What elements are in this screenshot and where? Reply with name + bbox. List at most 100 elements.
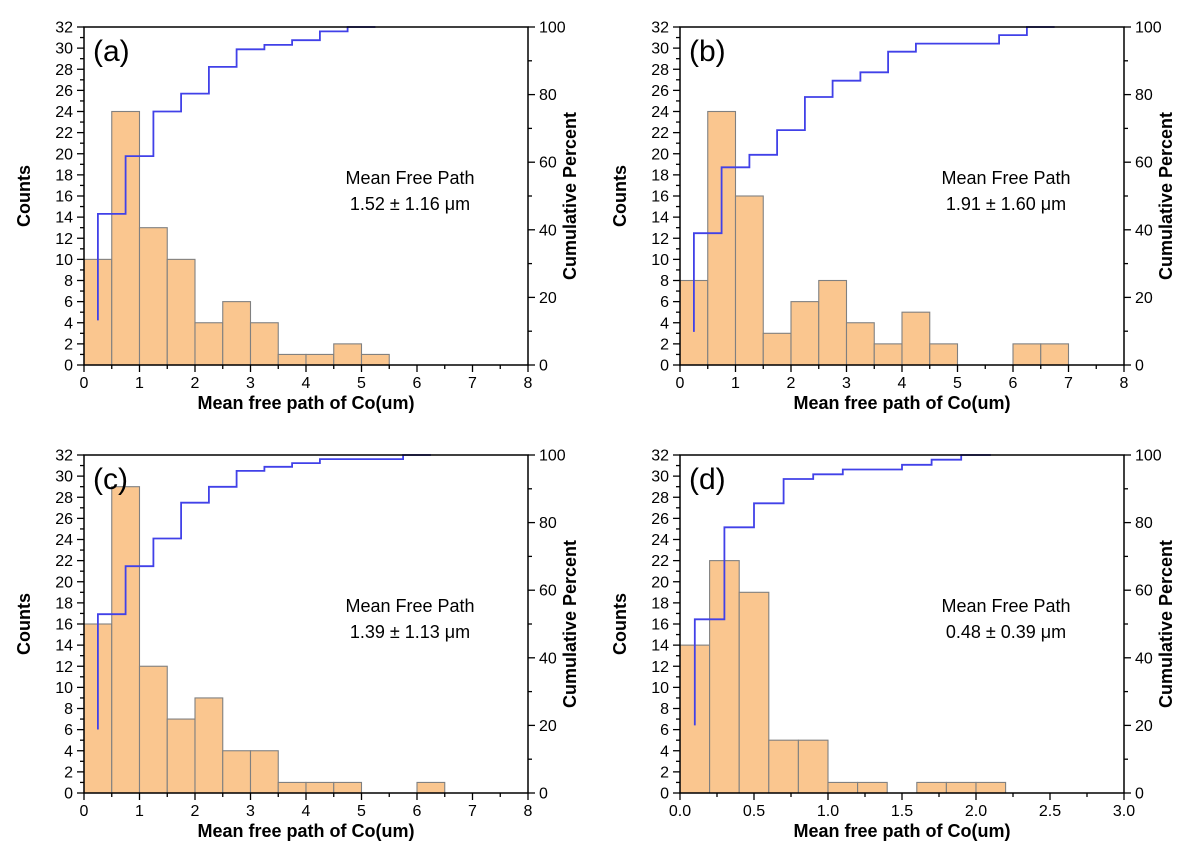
histogram-bar bbox=[734, 195, 764, 366]
y-left-tick-label: 4 bbox=[64, 315, 73, 332]
histogram-bar bbox=[1040, 343, 1070, 366]
x-tick-label: 8 bbox=[524, 375, 533, 392]
y-left-tick-label: 30 bbox=[651, 41, 669, 58]
y-right-tick-label: 20 bbox=[539, 290, 557, 307]
y-left-tick-label: 8 bbox=[64, 701, 73, 718]
histogram-bar bbox=[818, 279, 848, 366]
histogram-bar bbox=[945, 781, 977, 794]
x-axis-title: Mean free path of Co(um) bbox=[197, 821, 414, 841]
histogram-bar bbox=[333, 343, 363, 366]
y-right-axis-title: Cumulative Percent bbox=[560, 112, 580, 280]
y-left-tick-label: 16 bbox=[651, 189, 669, 206]
histogram-bars bbox=[83, 110, 390, 366]
cumulative-percent-line bbox=[693, 454, 991, 726]
x-tick-label: 7 bbox=[1064, 375, 1073, 392]
y-left-tick-label: 16 bbox=[55, 189, 73, 206]
y-right-tick-label: 60 bbox=[539, 155, 557, 172]
tick-labels: 0 1 2 3 4 5 6 7 80246810121416182022242628303202… bbox=[55, 448, 566, 821]
cumulative-percent-line bbox=[97, 454, 431, 730]
x-axis-title: Mean free path of Co(um) bbox=[197, 393, 414, 413]
y-left-tick-label: 8 bbox=[660, 273, 669, 290]
y-left-tick-label: 18 bbox=[651, 167, 669, 184]
y-left-tick-label: 4 bbox=[660, 743, 669, 760]
y-left-tick-label: 6 bbox=[660, 722, 669, 739]
histogram-bar bbox=[738, 591, 770, 794]
histogram-bars bbox=[83, 486, 446, 794]
y-right-tick-label: 80 bbox=[539, 87, 557, 104]
histogram-bar bbox=[929, 343, 959, 366]
x-tick-label: 7 bbox=[468, 375, 477, 392]
x-tick-label: 2 bbox=[191, 375, 200, 392]
annotation-mean-value: 1.39 ± 1.13 μm bbox=[350, 622, 470, 642]
histogram-bar bbox=[845, 322, 875, 366]
histogram-bar bbox=[166, 718, 196, 794]
y-left-tick-label: 18 bbox=[651, 595, 669, 612]
annotation-mean-value: 1.91 ± 1.60 μm bbox=[946, 194, 1066, 214]
tick-labels: 0 1 2 3 4 5 6 7 80246810121416182022242628303202… bbox=[651, 20, 1162, 393]
y-left-tick-label: 22 bbox=[651, 553, 669, 570]
y-left-tick-label: 10 bbox=[55, 680, 73, 697]
y-left-tick-label: 20 bbox=[651, 146, 669, 163]
histogram-bar bbox=[222, 750, 252, 794]
y-right-tick-label: 80 bbox=[1135, 87, 1153, 104]
histogram-bar bbox=[305, 781, 335, 794]
annotation-mean-free-path: Mean Free Path bbox=[345, 168, 474, 188]
histogram-bar bbox=[768, 739, 799, 794]
y-left-tick-label: 26 bbox=[55, 83, 73, 100]
x-tick-label: 2 bbox=[787, 375, 796, 392]
x-tick-label: 1 bbox=[135, 803, 144, 820]
panel-label: (d) bbox=[689, 463, 726, 496]
panel-d-chart: 0.0 0.5 1.0 1.5 2.0 2.5 3.0 0 2 4 6 8 10 12 14 16 18 20 22… bbox=[596, 428, 1192, 856]
y-left-tick-label: 10 bbox=[651, 252, 669, 269]
x-tick-label: 2 bbox=[191, 803, 200, 820]
y-left-tick-label: 30 bbox=[55, 469, 73, 486]
histogram-bar bbox=[138, 665, 168, 794]
y-left-tick-label: 18 bbox=[55, 595, 73, 612]
y-left-tick-label: 30 bbox=[55, 41, 73, 58]
y-left-tick-label: 2 bbox=[64, 336, 73, 353]
annotation-mean-free-path: Mean Free Path bbox=[345, 596, 474, 616]
x-tick-label: 1 bbox=[731, 375, 740, 392]
y-right-tick-label: 60 bbox=[1135, 583, 1153, 600]
histogram-bar bbox=[138, 227, 168, 366]
y-left-tick-label: 10 bbox=[651, 680, 669, 697]
panel-a-chart: 0 1 2 3 4 5 6 7 8 0 2 4 6 8 10 12 14 16 18 20 22 24 26 28 30 32 0 2… bbox=[0, 0, 596, 428]
histogram-bar bbox=[111, 486, 141, 794]
y-left-tick-label: 4 bbox=[660, 315, 669, 332]
y-left-tick-label: 28 bbox=[55, 62, 73, 79]
x-tick-label: 1.0 bbox=[817, 803, 839, 820]
y-left-tick-label: 14 bbox=[651, 638, 669, 655]
y-left-axis-title: Counts bbox=[610, 165, 630, 227]
x-tick-label: 0 bbox=[80, 375, 89, 392]
y-left-tick-label: 24 bbox=[651, 104, 669, 121]
histogram-bar bbox=[416, 781, 446, 794]
panel-b-chart: 0 1 2 3 4 5 6 7 8 0 2 4 6 8 10 12 14 16 18 20 22 24 26 28 30 32 0 2… bbox=[596, 0, 1192, 428]
y-right-axis-title: Cumulative Percent bbox=[1156, 540, 1176, 708]
y-left-tick-label: 22 bbox=[651, 125, 669, 142]
y-left-axis-title: Counts bbox=[14, 165, 34, 227]
y-right-tick-label: 40 bbox=[539, 650, 557, 667]
x-tick-label: 5 bbox=[357, 803, 366, 820]
x-tick-label: 3 bbox=[842, 375, 851, 392]
x-tick-label: 4 bbox=[302, 375, 311, 392]
y-left-tick-label: 0 bbox=[64, 786, 73, 803]
annotation-mean-free-path: Mean Free Path bbox=[941, 596, 1070, 616]
y-left-tick-label: 12 bbox=[651, 231, 669, 248]
y-left-tick-label: 2 bbox=[64, 764, 73, 781]
panel-label: (b) bbox=[689, 35, 726, 68]
histogram-bar bbox=[194, 697, 224, 794]
x-tick-label: 2.5 bbox=[1039, 803, 1061, 820]
y-left-tick-label: 32 bbox=[651, 20, 669, 37]
y-right-tick-label: 100 bbox=[539, 20, 566, 37]
y-left-tick-label: 6 bbox=[660, 294, 669, 311]
y-left-tick-label: 6 bbox=[64, 294, 73, 311]
histogram-bar bbox=[194, 322, 224, 366]
axis-ticks bbox=[77, 26, 535, 372]
y-right-tick-label: 0 bbox=[539, 358, 548, 375]
y-left-tick-label: 22 bbox=[55, 553, 73, 570]
histogram-bar bbox=[790, 301, 820, 366]
histogram-bar bbox=[916, 781, 947, 794]
histogram-bar bbox=[707, 110, 737, 366]
y-left-tick-label: 26 bbox=[651, 83, 669, 100]
y-left-tick-label: 26 bbox=[651, 511, 669, 528]
